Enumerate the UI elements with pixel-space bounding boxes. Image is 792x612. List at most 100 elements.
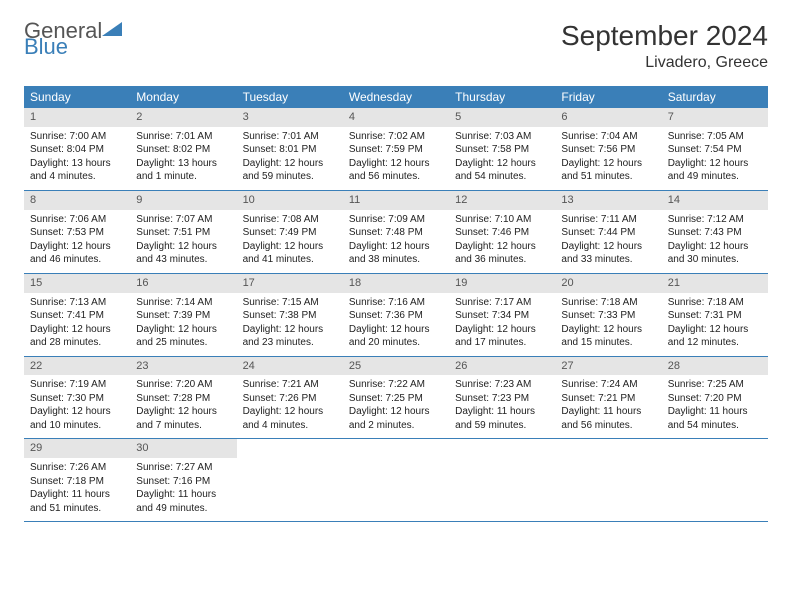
day-body: Sunrise: 7:01 AMSunset: 8:01 PMDaylight:… (237, 127, 343, 190)
sunset-text: Sunset: 7:20 PM (668, 392, 762, 406)
day-cell: 11Sunrise: 7:09 AMSunset: 7:48 PMDayligh… (343, 191, 449, 273)
day-number: 2 (130, 108, 236, 127)
sunset-text: Sunset: 7:34 PM (455, 309, 549, 323)
day-body: Sunrise: 7:19 AMSunset: 7:30 PMDaylight:… (24, 375, 130, 438)
sunset-text: Sunset: 7:21 PM (561, 392, 655, 406)
day-body: Sunrise: 7:00 AMSunset: 8:04 PMDaylight:… (24, 127, 130, 190)
day-cell: 22Sunrise: 7:19 AMSunset: 7:30 PMDayligh… (24, 357, 130, 439)
daylight-text: Daylight: 11 hours and 51 minutes. (30, 488, 124, 515)
daylight-text: Daylight: 12 hours and 17 minutes. (455, 323, 549, 350)
daylight-text: Daylight: 12 hours and 38 minutes. (349, 240, 443, 267)
logo: General Blue (24, 20, 122, 58)
sunrise-text: Sunrise: 7:08 AM (243, 213, 337, 227)
daylight-text: Daylight: 12 hours and 20 minutes. (349, 323, 443, 350)
sunrise-text: Sunrise: 7:24 AM (561, 378, 655, 392)
day-body: Sunrise: 7:08 AMSunset: 7:49 PMDaylight:… (237, 210, 343, 273)
sunset-text: Sunset: 7:54 PM (668, 143, 762, 157)
daylight-text: Daylight: 12 hours and 54 minutes. (455, 157, 549, 184)
sunrise-text: Sunrise: 7:12 AM (668, 213, 762, 227)
day-body: Sunrise: 7:22 AMSunset: 7:25 PMDaylight:… (343, 375, 449, 438)
month-title: September 2024 (561, 20, 768, 52)
day-cell: 19Sunrise: 7:17 AMSunset: 7:34 PMDayligh… (449, 274, 555, 356)
day-body: Sunrise: 7:07 AMSunset: 7:51 PMDaylight:… (130, 210, 236, 273)
daylight-text: Daylight: 12 hours and 51 minutes. (561, 157, 655, 184)
day-cell: 17Sunrise: 7:15 AMSunset: 7:38 PMDayligh… (237, 274, 343, 356)
sunset-text: Sunset: 7:18 PM (30, 475, 124, 489)
day-number: 12 (449, 191, 555, 210)
daylight-text: Daylight: 12 hours and 10 minutes. (30, 405, 124, 432)
day-number: 10 (237, 191, 343, 210)
day-cell: 18Sunrise: 7:16 AMSunset: 7:36 PMDayligh… (343, 274, 449, 356)
day-cell: 1Sunrise: 7:00 AMSunset: 8:04 PMDaylight… (24, 108, 130, 190)
day-cell: 27Sunrise: 7:24 AMSunset: 7:21 PMDayligh… (555, 357, 661, 439)
daylight-text: Daylight: 12 hours and 41 minutes. (243, 240, 337, 267)
sunset-text: Sunset: 7:56 PM (561, 143, 655, 157)
sunrise-text: Sunrise: 7:25 AM (668, 378, 762, 392)
title-block: September 2024 Livadero, Greece (561, 20, 768, 72)
daylight-text: Daylight: 12 hours and 12 minutes. (668, 323, 762, 350)
weekday-sunday: Sunday (24, 86, 130, 108)
day-body: Sunrise: 7:02 AMSunset: 7:59 PMDaylight:… (343, 127, 449, 190)
day-body: Sunrise: 7:25 AMSunset: 7:20 PMDaylight:… (662, 375, 768, 438)
daylight-text: Daylight: 12 hours and 25 minutes. (136, 323, 230, 350)
sunset-text: Sunset: 7:26 PM (243, 392, 337, 406)
calendar: Sunday Monday Tuesday Wednesday Thursday… (24, 86, 768, 522)
daylight-text: Daylight: 11 hours and 49 minutes. (136, 488, 230, 515)
day-cell: 3Sunrise: 7:01 AMSunset: 8:01 PMDaylight… (237, 108, 343, 190)
sunset-text: Sunset: 7:53 PM (30, 226, 124, 240)
sunset-text: Sunset: 7:39 PM (136, 309, 230, 323)
day-cell: 16Sunrise: 7:14 AMSunset: 7:39 PMDayligh… (130, 274, 236, 356)
day-body: Sunrise: 7:03 AMSunset: 7:58 PMDaylight:… (449, 127, 555, 190)
header: General Blue September 2024 Livadero, Gr… (24, 20, 768, 72)
logo-triangle-icon (102, 20, 122, 38)
day-cell: 7Sunrise: 7:05 AMSunset: 7:54 PMDaylight… (662, 108, 768, 190)
day-number: 9 (130, 191, 236, 210)
day-cell: 28Sunrise: 7:25 AMSunset: 7:20 PMDayligh… (662, 357, 768, 439)
daylight-text: Daylight: 12 hours and 23 minutes. (243, 323, 337, 350)
sunrise-text: Sunrise: 7:03 AM (455, 130, 549, 144)
sunrise-text: Sunrise: 7:22 AM (349, 378, 443, 392)
day-number: 26 (449, 357, 555, 376)
day-number: 15 (24, 274, 130, 293)
sunrise-text: Sunrise: 7:04 AM (561, 130, 655, 144)
day-cell: 20Sunrise: 7:18 AMSunset: 7:33 PMDayligh… (555, 274, 661, 356)
day-body: Sunrise: 7:10 AMSunset: 7:46 PMDaylight:… (449, 210, 555, 273)
day-body: Sunrise: 7:12 AMSunset: 7:43 PMDaylight:… (662, 210, 768, 273)
day-number: 17 (237, 274, 343, 293)
sunrise-text: Sunrise: 7:02 AM (349, 130, 443, 144)
sunset-text: Sunset: 7:31 PM (668, 309, 762, 323)
day-body: Sunrise: 7:16 AMSunset: 7:36 PMDaylight:… (343, 293, 449, 356)
day-body: Sunrise: 7:23 AMSunset: 7:23 PMDaylight:… (449, 375, 555, 438)
day-cell: 14Sunrise: 7:12 AMSunset: 7:43 PMDayligh… (662, 191, 768, 273)
daylight-text: Daylight: 11 hours and 56 minutes. (561, 405, 655, 432)
daylight-text: Daylight: 12 hours and 49 minutes. (668, 157, 762, 184)
day-number: 5 (449, 108, 555, 127)
day-body: Sunrise: 7:18 AMSunset: 7:33 PMDaylight:… (555, 293, 661, 356)
sunrise-text: Sunrise: 7:15 AM (243, 296, 337, 310)
day-number: 1 (24, 108, 130, 127)
sunrise-text: Sunrise: 7:23 AM (455, 378, 549, 392)
sunset-text: Sunset: 8:02 PM (136, 143, 230, 157)
day-cell: 29Sunrise: 7:26 AMSunset: 7:18 PMDayligh… (24, 439, 130, 521)
day-cell: 8Sunrise: 7:06 AMSunset: 7:53 PMDaylight… (24, 191, 130, 273)
day-number: 23 (130, 357, 236, 376)
daylight-text: Daylight: 12 hours and 30 minutes. (668, 240, 762, 267)
day-body: Sunrise: 7:11 AMSunset: 7:44 PMDaylight:… (555, 210, 661, 273)
sunrise-text: Sunrise: 7:20 AM (136, 378, 230, 392)
week-row: 29Sunrise: 7:26 AMSunset: 7:18 PMDayligh… (24, 439, 768, 522)
daylight-text: Daylight: 12 hours and 56 minutes. (349, 157, 443, 184)
daylight-text: Daylight: 12 hours and 43 minutes. (136, 240, 230, 267)
day-cell: 30Sunrise: 7:27 AMSunset: 7:16 PMDayligh… (130, 439, 236, 521)
week-row: 15Sunrise: 7:13 AMSunset: 7:41 PMDayligh… (24, 274, 768, 357)
sunrise-text: Sunrise: 7:27 AM (136, 461, 230, 475)
sunset-text: Sunset: 7:58 PM (455, 143, 549, 157)
sunrise-text: Sunrise: 7:01 AM (243, 130, 337, 144)
daylight-text: Daylight: 12 hours and 46 minutes. (30, 240, 124, 267)
day-body: Sunrise: 7:17 AMSunset: 7:34 PMDaylight:… (449, 293, 555, 356)
day-number: 22 (24, 357, 130, 376)
sunset-text: Sunset: 7:51 PM (136, 226, 230, 240)
sunrise-text: Sunrise: 7:05 AM (668, 130, 762, 144)
sunset-text: Sunset: 7:48 PM (349, 226, 443, 240)
day-cell: 6Sunrise: 7:04 AMSunset: 7:56 PMDaylight… (555, 108, 661, 190)
weekday-header: Sunday Monday Tuesday Wednesday Thursday… (24, 86, 768, 108)
